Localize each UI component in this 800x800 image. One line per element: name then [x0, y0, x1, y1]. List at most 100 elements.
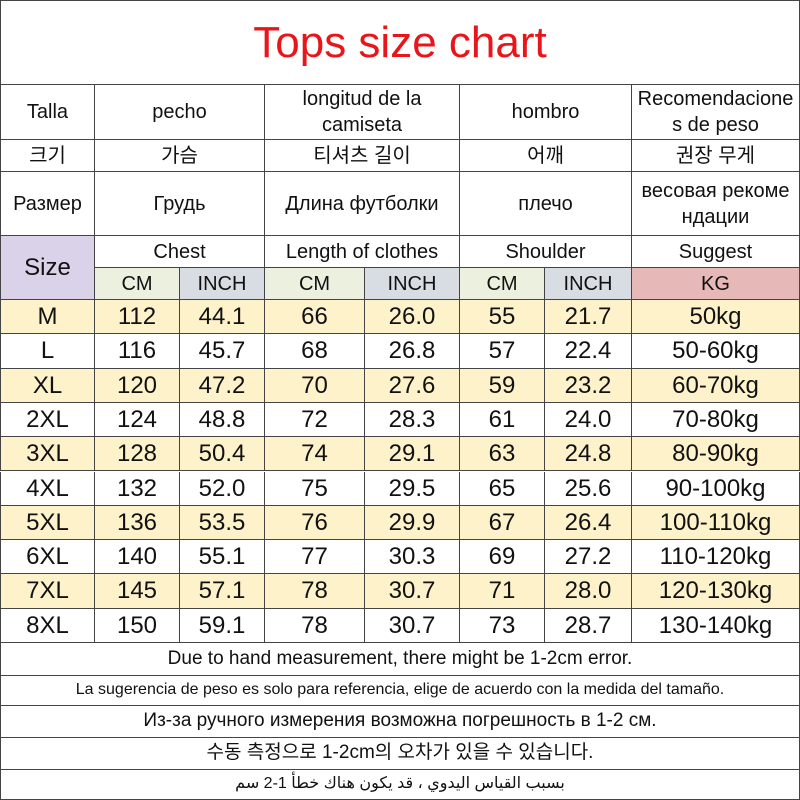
value-cell: 128	[95, 437, 180, 472]
unit-label: CM	[265, 268, 365, 300]
size-cell: M	[0, 300, 95, 335]
size-cell: 8XL	[0, 608, 95, 643]
value-cell: 23.2	[545, 368, 632, 403]
value-cell: 57	[460, 334, 545, 369]
value-cell: 78	[265, 574, 365, 609]
value-cell: 132	[95, 471, 180, 506]
header-cell: 크기	[0, 140, 95, 172]
group-label: Suggest	[632, 236, 800, 268]
value-cell: 27.6	[365, 368, 460, 403]
value-cell: 50-60kg	[632, 334, 800, 369]
value-cell: 120	[95, 368, 180, 403]
value-cell: 28.7	[545, 608, 632, 643]
value-cell: 24.0	[545, 402, 632, 438]
header-cell: Talla	[0, 85, 95, 140]
value-cell: 53.5	[180, 505, 265, 541]
value-cell: 48.8	[180, 402, 265, 438]
value-cell: 44.1	[180, 300, 265, 335]
note: Из-за ручного измерения возможна погрешн…	[0, 706, 800, 738]
value-cell: 70	[265, 368, 365, 403]
unit-label: INCH	[545, 268, 632, 300]
size-cell: 5XL	[0, 505, 95, 541]
value-cell: 112	[95, 300, 180, 335]
size-cell: XL	[0, 368, 95, 403]
value-cell: 21.7	[545, 300, 632, 335]
value-cell: 70-80kg	[632, 402, 800, 438]
header-cell: весовая рекомендации	[632, 172, 800, 236]
value-cell: 61	[460, 402, 545, 438]
value-cell: 28.0	[545, 574, 632, 609]
value-cell: 45.7	[180, 334, 265, 369]
header-cell: 가슴	[95, 140, 265, 172]
value-cell: 24.8	[545, 437, 632, 472]
group-label: Chest	[95, 236, 265, 268]
note: بسبب القياس اليدوي ، قد يكون هناك خطأ 1-…	[0, 770, 800, 800]
value-cell: 30.3	[365, 540, 460, 575]
value-cell: 124	[95, 402, 180, 438]
size-cell: 6XL	[0, 540, 95, 575]
value-cell: 57.1	[180, 574, 265, 609]
value-cell: 78	[265, 608, 365, 643]
value-cell: 72	[265, 402, 365, 438]
value-cell: 47.2	[180, 368, 265, 403]
note: 수동 측정으로 1-2cm의 오차가 있을 수 있습니다.	[0, 738, 800, 770]
title: Tops size chart	[0, 0, 800, 85]
header-cell: 어깨	[460, 140, 632, 172]
value-cell: 69	[460, 540, 545, 575]
value-cell: 29.9	[365, 505, 460, 541]
value-cell: 75	[265, 471, 365, 506]
value-cell: 110-120kg	[632, 540, 800, 575]
value-cell: 55	[460, 300, 545, 335]
value-cell: 71	[460, 574, 545, 609]
value-cell: 76	[265, 505, 365, 541]
value-cell: 145	[95, 574, 180, 609]
size-cell: 7XL	[0, 574, 95, 609]
note: La sugerencia de peso es solo para refer…	[0, 676, 800, 706]
value-cell: 60-70kg	[632, 368, 800, 403]
value-cell: 50.4	[180, 437, 265, 472]
value-cell: 59	[460, 368, 545, 403]
header-cell: 권장 무게	[632, 140, 800, 172]
value-cell: 55.1	[180, 540, 265, 575]
unit-label: INCH	[180, 268, 265, 300]
value-cell: 66	[265, 300, 365, 335]
header-cell: pecho	[95, 85, 265, 140]
value-cell: 22.4	[545, 334, 632, 369]
header-cell: 티셔츠 길이	[265, 140, 460, 172]
size-cell: 2XL	[0, 402, 95, 438]
header-cell: Размер	[0, 172, 95, 236]
header-cell: hombro	[460, 85, 632, 140]
header-cell: плечо	[460, 172, 632, 236]
value-cell: 73	[460, 608, 545, 643]
header-cell: Длина футболки	[265, 172, 460, 236]
header-cell: Грудь	[95, 172, 265, 236]
value-cell: 140	[95, 540, 180, 575]
value-cell: 77	[265, 540, 365, 575]
value-cell: 130-140kg	[632, 608, 800, 643]
value-cell: 136	[95, 505, 180, 541]
value-cell: 100-110kg	[632, 505, 800, 541]
header-cell: longitud de la camiseta	[265, 85, 460, 140]
value-cell: 120-130kg	[632, 574, 800, 609]
header-cell: Recomendaciones de peso	[632, 85, 800, 140]
value-cell: 27.2	[545, 540, 632, 575]
value-cell: 30.7	[365, 608, 460, 643]
size-cell: L	[0, 334, 95, 369]
unit-label: KG	[632, 268, 800, 300]
value-cell: 29.1	[365, 437, 460, 472]
size-cell: 3XL	[0, 437, 95, 472]
value-cell: 65	[460, 471, 545, 506]
group-label: Shoulder	[460, 236, 632, 268]
unit-label: CM	[95, 268, 180, 300]
value-cell: 63	[460, 437, 545, 472]
value-cell: 67	[460, 505, 545, 541]
value-cell: 28.3	[365, 402, 460, 438]
value-cell: 26.0	[365, 300, 460, 335]
value-cell: 52.0	[180, 471, 265, 506]
size-cell: 4XL	[0, 471, 95, 506]
value-cell: 150	[95, 608, 180, 643]
unit-label: INCH	[365, 268, 460, 300]
value-cell: 59.1	[180, 608, 265, 643]
unit-label: CM	[460, 268, 545, 300]
value-cell: 26.8	[365, 334, 460, 369]
